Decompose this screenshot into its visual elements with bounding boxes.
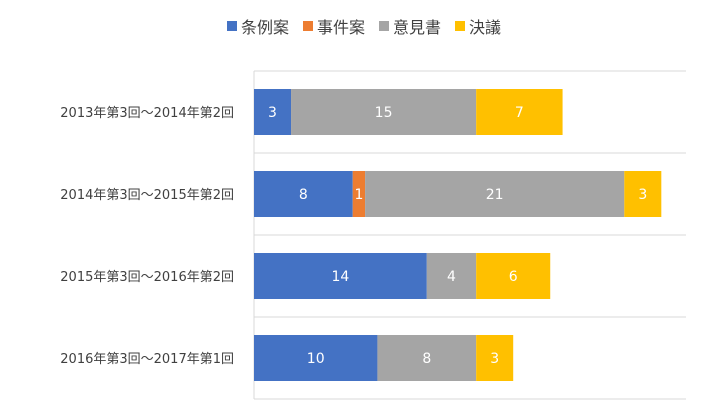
bar-0-0 (254, 89, 292, 135)
bar-3-0 (254, 335, 378, 381)
data-label-3-2: 8 (422, 351, 431, 367)
legend-item-2: 意見書 (379, 14, 441, 38)
data-label-2-0: 14 (331, 269, 349, 285)
legend-item-3: 決議 (455, 14, 501, 38)
bar-1-3 (624, 171, 662, 217)
data-label-3-0: 10 (307, 351, 325, 367)
data-label-1-0: 8 (299, 187, 308, 203)
legend: 条例案 事件案 意見書 決議 (0, 14, 728, 38)
legend-label-1: 事件案 (316, 18, 365, 37)
legend-label-2: 意見書 (393, 18, 442, 37)
data-label-1-2: 21 (486, 187, 504, 203)
category-label-0: 2013年第3回〜2014年第2回 (60, 106, 234, 121)
data-label-1-1: 1 (354, 187, 363, 203)
data-label-2-3: 6 (509, 269, 518, 285)
legend-item-0: 条例案 (226, 14, 289, 38)
bar-3-3 (476, 335, 514, 381)
category-label-3: 2016年第3回〜2017年第1回 (60, 352, 234, 367)
data-label-2-2: 4 (447, 269, 456, 285)
legend-swatch-1 (302, 21, 313, 31)
bar-2-3 (476, 253, 551, 299)
bar-1-2 (365, 171, 625, 217)
category-label-2: 2015年第3回〜2016年第2回 (60, 270, 234, 285)
legend-label-3: 決議 (469, 18, 502, 37)
data-label-0-3: 7 (515, 105, 524, 121)
bar-0-2 (291, 89, 477, 135)
category-label-1: 2014年第3回〜2015年第2回 (60, 188, 234, 203)
data-label-0-0: 3 (268, 105, 277, 121)
bar-2-0 (254, 253, 427, 299)
data-label-1-3: 3 (638, 187, 647, 203)
bar-1-0 (254, 171, 353, 217)
bar-2-2 (426, 253, 477, 299)
data-label-0-2: 15 (375, 105, 393, 121)
bar-1-1 (352, 171, 366, 217)
bar-0-3 (476, 89, 563, 135)
bar-3-2 (377, 335, 477, 381)
data-label-3-3: 3 (490, 351, 499, 367)
legend-label-0: 条例案 (240, 18, 289, 37)
legend-swatch-3 (455, 21, 466, 31)
legend-swatch-2 (379, 21, 389, 31)
legend-swatch-0 (226, 21, 237, 31)
legend-item-1: 事件案 (302, 14, 365, 38)
